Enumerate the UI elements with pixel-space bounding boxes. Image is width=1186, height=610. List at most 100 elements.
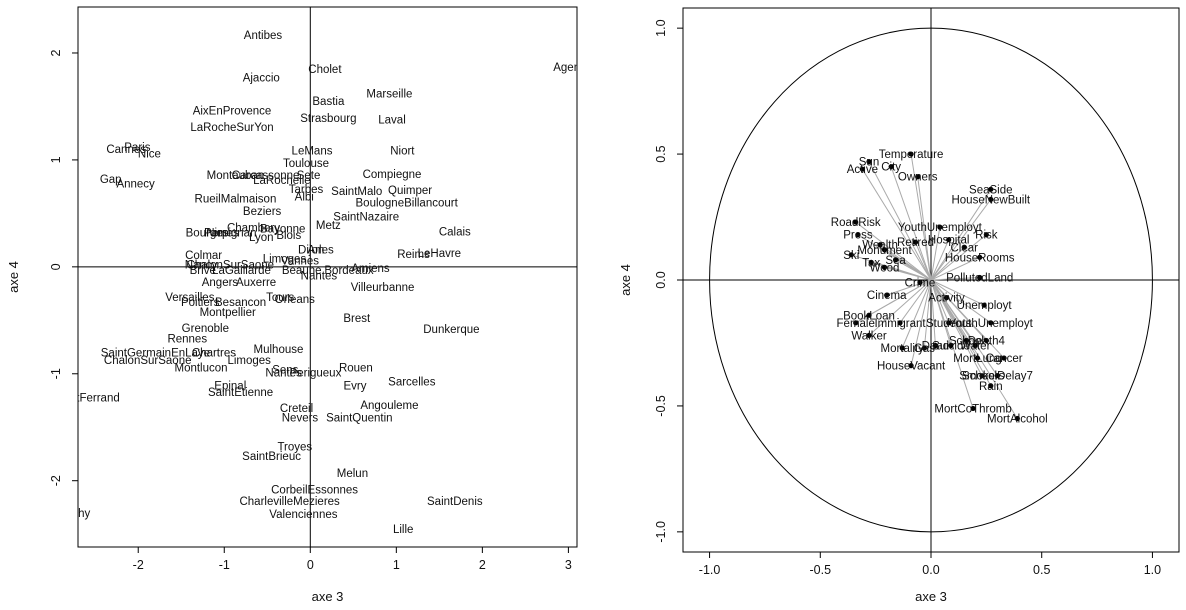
x-tick-label: 0	[307, 558, 314, 572]
variable-arrow	[930, 276, 980, 281]
city-label: Antibes	[244, 30, 283, 42]
variable-arrow	[855, 221, 932, 281]
variable-point	[963, 337, 970, 344]
city-label: Limoges	[263, 253, 307, 265]
city-label: Limoges	[227, 355, 271, 367]
variable-label: YouthUnemployt	[949, 318, 1034, 330]
city-label: Rennes	[167, 333, 207, 345]
x-tick-label: -1.0	[699, 563, 721, 577]
variable-point	[937, 224, 943, 230]
city-label: Nantes	[301, 270, 338, 282]
city-label: LeHavre	[418, 248, 461, 260]
city-label: AixEnProvence	[193, 106, 272, 118]
variable-point	[977, 254, 983, 260]
variable-point	[988, 186, 994, 192]
city-label: Tarbes	[289, 184, 324, 196]
city-label: Arles	[308, 245, 334, 257]
city-label: Vannes	[281, 255, 319, 267]
city-label: RueilMalmaison	[195, 193, 277, 205]
city-label: Mulhouse	[254, 344, 304, 356]
city-label: Angouleme	[360, 400, 418, 412]
variable-point	[994, 373, 1001, 379]
city-label: Metz	[316, 220, 341, 232]
city-label: SaintGermainEnLaye	[101, 347, 210, 359]
city-label: SaintDenis	[427, 496, 483, 508]
variable-point	[988, 196, 994, 203]
variable-point	[877, 242, 883, 248]
variable-point	[853, 219, 859, 225]
x-tick-label: 1.0	[1144, 563, 1161, 577]
x-tick-label: 2	[479, 558, 486, 572]
variable-arrow	[895, 259, 932, 281]
variable-arrow	[886, 279, 932, 296]
y-tick-label: -0.5	[654, 395, 668, 417]
variable-label: Death4	[968, 335, 1006, 347]
variable-point	[972, 342, 978, 349]
variable-label: Ski	[843, 250, 859, 262]
variable-label: MortCoThromb	[934, 403, 1011, 415]
city-label: LaGaillarde	[212, 265, 271, 277]
city-label: ChalonSurSaone	[104, 355, 192, 367]
variable-arrow	[899, 279, 932, 324]
y-tick-label: 0.0	[654, 271, 668, 288]
variable-label: Cancer	[986, 353, 1023, 365]
city-label: Valenciennes	[269, 509, 337, 521]
variable-point	[888, 164, 894, 170]
variable-label: Walker	[851, 330, 887, 342]
y-tick-label: -1.0	[654, 521, 668, 543]
city-label: Bayonne	[260, 223, 305, 235]
city-label: Evry	[344, 381, 367, 393]
variable-arrow	[910, 279, 932, 366]
city-label: Chartres	[192, 347, 236, 359]
variable-label: Activity	[928, 293, 965, 305]
variable-arrow	[868, 161, 932, 281]
variable-arrow	[930, 227, 941, 281]
variable-label: Clear	[950, 242, 978, 254]
variable-label: Cinema	[867, 290, 907, 302]
variable-point	[948, 342, 954, 349]
y-tick-label: -1	[49, 368, 63, 379]
city-label: Epinal	[214, 381, 246, 393]
variable-label: Hospital	[928, 235, 970, 247]
variable-label: HouseVacant	[877, 361, 946, 373]
variable-label: Tax	[862, 257, 880, 269]
variable-label: Monument	[857, 245, 912, 257]
city-label: Niort	[390, 145, 415, 157]
variable-point	[899, 345, 905, 351]
variable-point	[946, 320, 952, 326]
variable-point	[981, 302, 987, 308]
variable-point	[921, 345, 927, 351]
x-tick-label: -2	[133, 558, 144, 572]
variable-arrow	[868, 279, 932, 336]
x-tick-label: 0.5	[1033, 563, 1050, 577]
variable-arrow	[930, 279, 950, 324]
y-tick-label: 1	[49, 156, 63, 163]
variable-arrow	[915, 242, 932, 281]
variable-arrow	[930, 256, 980, 281]
variable-point	[988, 383, 994, 389]
variable-point	[977, 274, 983, 281]
data-layer: Antibes Agen Ajaccio Cholet Marseille Bastia A…	[62, 30, 577, 536]
city-label: Montauban	[207, 170, 265, 182]
city-label: CorbeilEssonnes	[271, 484, 358, 496]
city-label: Carcassonne	[232, 170, 300, 182]
variable-arrow	[930, 279, 998, 376]
city-label: Perpignan	[204, 228, 256, 240]
variable-label: Wood	[870, 262, 900, 274]
variable-label: Rain	[979, 381, 1003, 393]
variable-point	[1014, 415, 1020, 422]
city-label: Vichy	[62, 508, 90, 520]
city-label: SaintQuentin	[326, 413, 393, 425]
city-label: Grenoble	[182, 323, 229, 335]
x-tick-label: 1	[393, 558, 400, 572]
variable-label: Sea	[885, 255, 906, 267]
y-tick-label: -2	[49, 475, 63, 486]
city-label: Sens	[272, 364, 298, 376]
city-label: Nantes	[265, 368, 302, 380]
x-axis-label: axe 3	[915, 589, 947, 604]
city-label: Reims	[397, 249, 430, 261]
variable-point	[908, 363, 914, 369]
y-tick-label: 1.0	[654, 19, 668, 36]
y-tick-label: 2	[49, 49, 63, 56]
city-label: Cannes	[106, 144, 146, 156]
